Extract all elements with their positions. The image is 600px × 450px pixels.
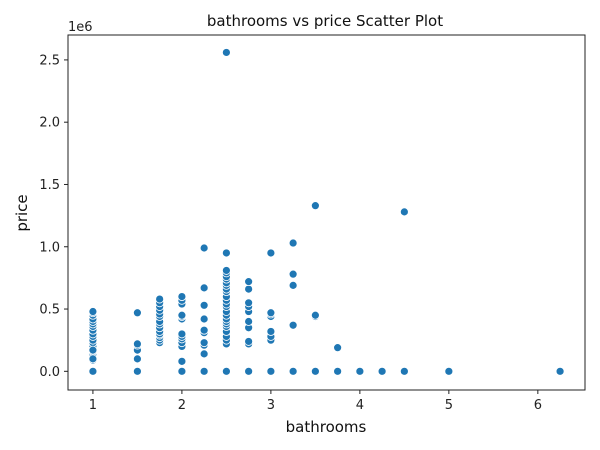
- scatter-point: [555, 366, 565, 376]
- scatter-point: [199, 325, 209, 335]
- scatter-point: [288, 366, 298, 376]
- y-axis-label: price: [13, 194, 31, 231]
- scatter-point: [221, 266, 231, 275]
- scatter-point: [244, 277, 254, 287]
- scatter-point: [266, 308, 276, 318]
- x-tick-label: 6: [534, 398, 542, 413]
- scatter-point: [244, 284, 254, 294]
- scatter-point: [199, 338, 209, 348]
- y-tick-label: 0.5: [39, 303, 60, 318]
- scatter-point: [288, 238, 298, 248]
- scatter-point: [333, 343, 343, 353]
- scatter-point: [310, 201, 320, 211]
- scatter-point: [177, 356, 187, 366]
- x-axis: 1 2 3 4 5 6: [89, 390, 542, 413]
- scatter-point: [310, 366, 320, 376]
- scatter-point: [355, 366, 365, 376]
- scatter-point: [288, 280, 298, 290]
- scatter-point: [133, 366, 142, 376]
- scatter-point: [155, 294, 165, 304]
- scatter-point: [333, 366, 343, 376]
- y-tick-label: 0.0: [39, 365, 60, 380]
- scatter-point: [88, 345, 98, 355]
- x-tick-label: 3: [267, 398, 275, 413]
- scatter-point: [244, 317, 254, 326]
- scatter-point: [266, 366, 276, 376]
- scatter-point: [177, 366, 187, 376]
- scatter-point: [88, 307, 98, 316]
- scatter-point: [88, 354, 98, 364]
- y-tick-label: 1.5: [39, 178, 60, 193]
- y-tick-label: 2.5: [39, 53, 60, 68]
- scatter-point: [199, 314, 209, 324]
- scatter-point: [288, 320, 298, 330]
- scatter-point: [177, 329, 187, 339]
- x-tick-label: 5: [445, 398, 453, 413]
- scatter-point: [288, 269, 298, 279]
- scatter-point: [399, 207, 409, 217]
- scatter-point: [244, 366, 254, 376]
- y-tick-label: 2.0: [39, 116, 60, 131]
- y-axis: 0.0 0.5 1.0 1.5 2.0 2.5: [39, 53, 68, 380]
- scatter-point: [221, 366, 231, 376]
- scatter-point: [177, 292, 187, 301]
- x-tick-label: 4: [356, 398, 364, 413]
- scatter-point: [221, 248, 231, 258]
- scatter-point: [266, 327, 276, 336]
- plot-frame: [67, 34, 586, 391]
- scatter-point: [244, 337, 254, 346]
- scatter-point: [266, 248, 276, 258]
- y-tick-label: 1.0: [39, 240, 60, 255]
- chart-title: bathrooms vs price Scatter Plot: [207, 12, 443, 30]
- y-offset-label: 1e6: [68, 20, 93, 35]
- scatter-point: [399, 366, 409, 376]
- scatter-point: [444, 366, 454, 376]
- x-axis-label: bathrooms: [286, 418, 367, 436]
- x-tick-label: 2: [178, 398, 186, 413]
- scatter-point: [199, 243, 209, 253]
- scatter-point: [133, 354, 142, 364]
- scatter-points: [88, 48, 565, 376]
- scatter-point: [133, 308, 142, 318]
- scatter-point: [88, 366, 98, 376]
- scatter-point: [199, 300, 209, 310]
- scatter-point: [199, 349, 209, 359]
- scatter-point: [199, 283, 209, 293]
- scatter-point: [377, 366, 387, 376]
- scatter-point: [177, 310, 187, 320]
- scatter-point: [310, 310, 320, 320]
- x-tick-label: 1: [89, 398, 97, 413]
- scatter-point: [133, 339, 142, 349]
- scatter-point: [221, 48, 231, 57]
- scatter-point: [244, 298, 254, 308]
- scatter-point: [199, 366, 209, 376]
